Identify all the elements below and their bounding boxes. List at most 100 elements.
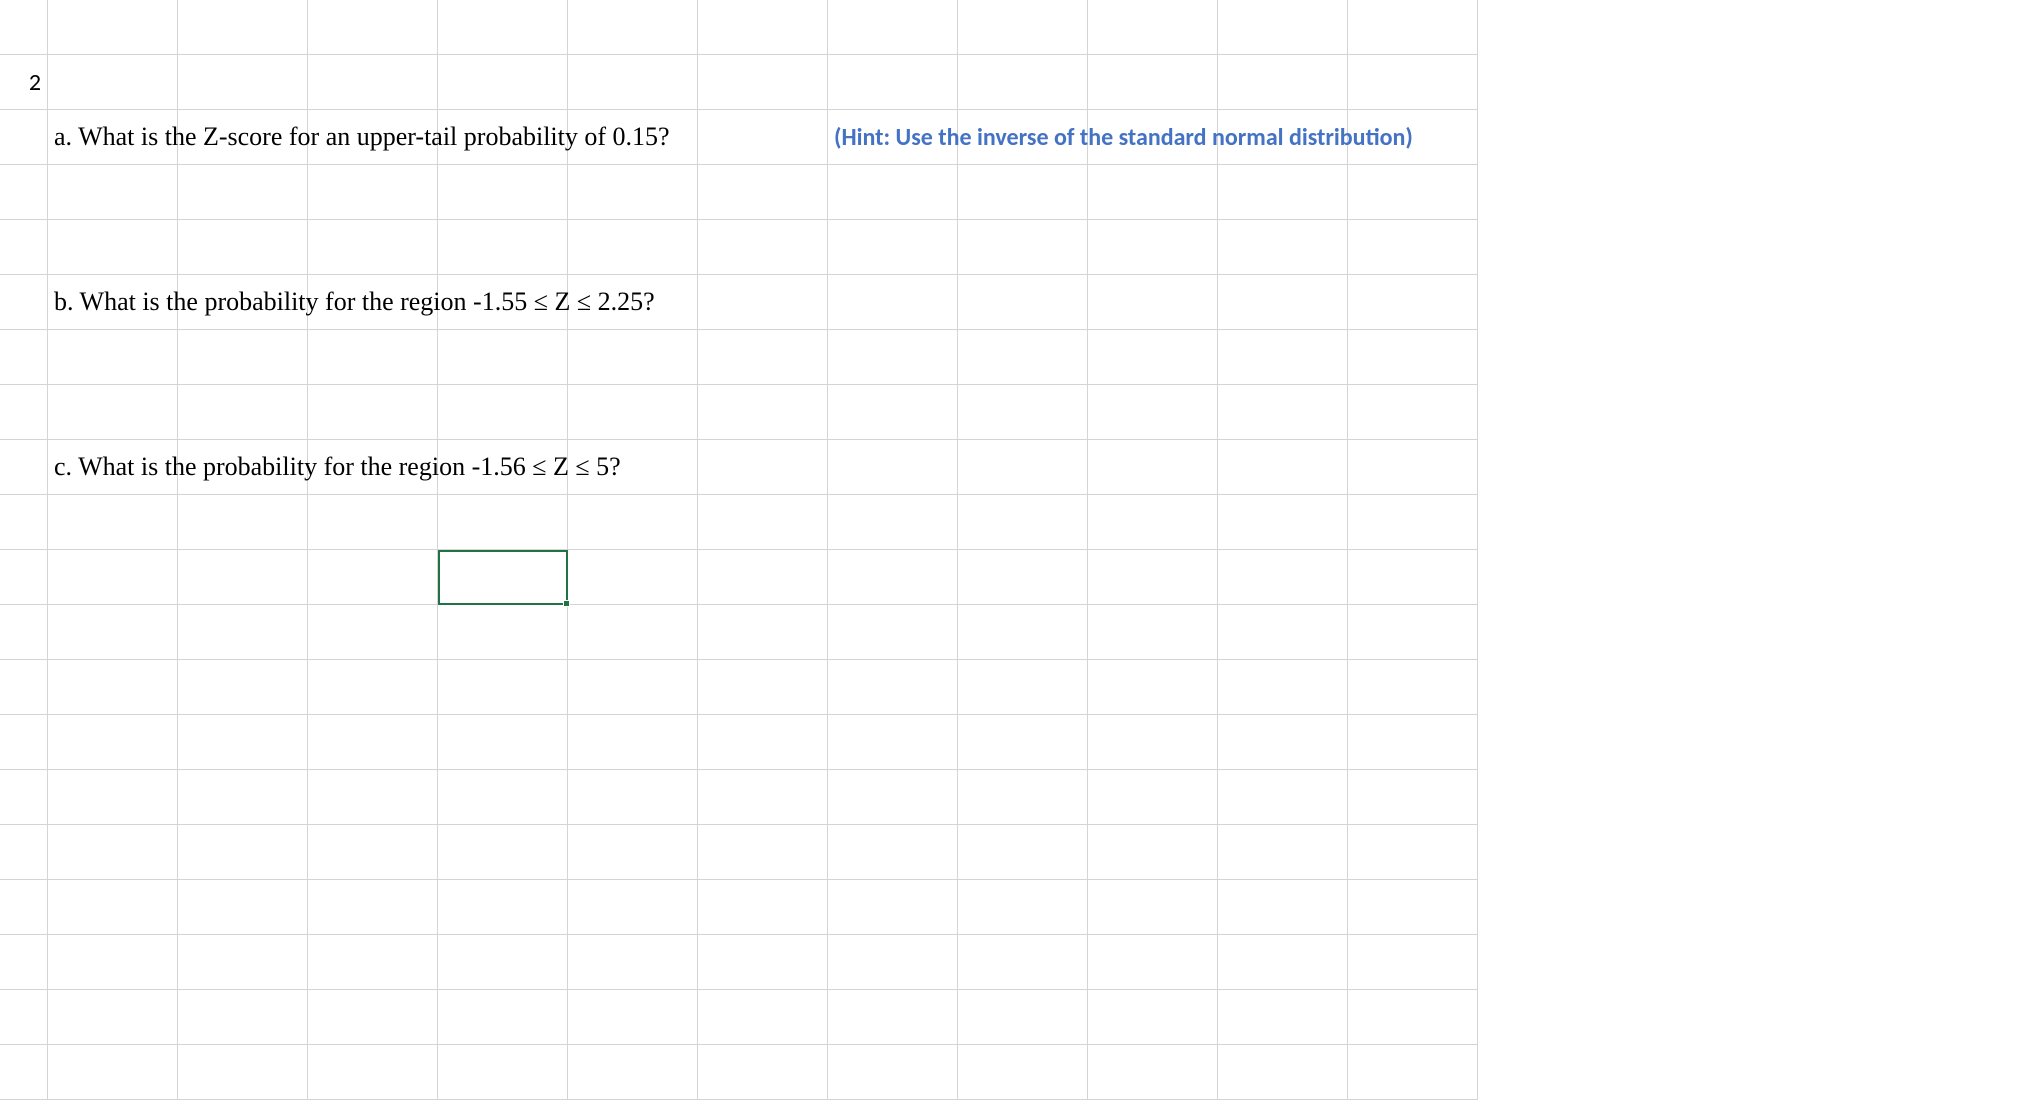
- cell[interactable]: [1218, 605, 1348, 660]
- cell[interactable]: [48, 0, 178, 55]
- hint-a[interactable]: (Hint: Use the inverse of the standard n…: [828, 110, 958, 165]
- cell[interactable]: [698, 550, 828, 605]
- cell[interactable]: [438, 55, 568, 110]
- cell[interactable]: [698, 605, 828, 660]
- cell[interactable]: [568, 825, 698, 880]
- question-b[interactable]: b. What is the probability for the regio…: [48, 275, 178, 330]
- cell[interactable]: [1218, 770, 1348, 825]
- cell[interactable]: [958, 825, 1088, 880]
- cell[interactable]: [0, 110, 48, 165]
- cell[interactable]: [958, 275, 1088, 330]
- cell[interactable]: [958, 330, 1088, 385]
- cell[interactable]: [438, 0, 568, 55]
- cell[interactable]: [0, 275, 48, 330]
- cell[interactable]: [958, 165, 1088, 220]
- cell[interactable]: [0, 660, 48, 715]
- cell[interactable]: [0, 385, 48, 440]
- cell[interactable]: [698, 385, 828, 440]
- cell[interactable]: [828, 935, 958, 990]
- cell[interactable]: [568, 990, 698, 1045]
- cell[interactable]: [308, 990, 438, 1045]
- cell[interactable]: [1218, 385, 1348, 440]
- cell[interactable]: [438, 495, 568, 550]
- cell[interactable]: [1348, 825, 1478, 880]
- cell[interactable]: [0, 605, 48, 660]
- cell[interactable]: [308, 935, 438, 990]
- cell[interactable]: [438, 880, 568, 935]
- cell[interactable]: [438, 770, 568, 825]
- cell[interactable]: [178, 825, 308, 880]
- cell[interactable]: [1088, 440, 1218, 495]
- cell[interactable]: [958, 495, 1088, 550]
- cell[interactable]: [1348, 385, 1478, 440]
- cell[interactable]: [828, 605, 958, 660]
- cell[interactable]: [828, 880, 958, 935]
- cell[interactable]: [0, 0, 48, 55]
- cell[interactable]: [438, 825, 568, 880]
- cell[interactable]: [1088, 330, 1218, 385]
- cell[interactable]: [308, 55, 438, 110]
- question-a[interactable]: a. What is the Z-score for an upper-tail…: [48, 110, 178, 165]
- cell[interactable]: [308, 605, 438, 660]
- cell[interactable]: [0, 1045, 48, 1100]
- cell[interactable]: [568, 495, 698, 550]
- cell[interactable]: [308, 165, 438, 220]
- cell[interactable]: [568, 385, 698, 440]
- cell[interactable]: [1218, 550, 1348, 605]
- cell[interactable]: [438, 1045, 568, 1100]
- cell[interactable]: [1088, 715, 1218, 770]
- cell[interactable]: [698, 715, 828, 770]
- cell[interactable]: [1088, 220, 1218, 275]
- cell[interactable]: [1348, 440, 1478, 495]
- cell[interactable]: [1348, 715, 1478, 770]
- cell[interactable]: [178, 330, 308, 385]
- cell[interactable]: [48, 825, 178, 880]
- cell[interactable]: [1088, 275, 1218, 330]
- cell[interactable]: [1348, 935, 1478, 990]
- cell[interactable]: [828, 330, 958, 385]
- cell[interactable]: [178, 935, 308, 990]
- cell[interactable]: [698, 440, 828, 495]
- cell[interactable]: [828, 990, 958, 1045]
- cell[interactable]: [698, 990, 828, 1045]
- cell[interactable]: [1348, 55, 1478, 110]
- cell[interactable]: [828, 55, 958, 110]
- cell[interactable]: [698, 0, 828, 55]
- cell[interactable]: [698, 55, 828, 110]
- cell[interactable]: [568, 1045, 698, 1100]
- cell[interactable]: [1348, 770, 1478, 825]
- cell[interactable]: [48, 935, 178, 990]
- cell[interactable]: [438, 550, 568, 605]
- cell[interactable]: [1348, 165, 1478, 220]
- cell[interactable]: [438, 605, 568, 660]
- cell[interactable]: [698, 330, 828, 385]
- cell[interactable]: [1088, 605, 1218, 660]
- cell[interactable]: [828, 440, 958, 495]
- cell[interactable]: [1088, 935, 1218, 990]
- cell[interactable]: [568, 935, 698, 990]
- cell[interactable]: [1348, 605, 1478, 660]
- cell[interactable]: [438, 220, 568, 275]
- cell[interactable]: [178, 605, 308, 660]
- cell[interactable]: [178, 220, 308, 275]
- cell[interactable]: [48, 55, 178, 110]
- cell[interactable]: [48, 660, 178, 715]
- cell[interactable]: [308, 220, 438, 275]
- cell[interactable]: [0, 495, 48, 550]
- cell[interactable]: [828, 495, 958, 550]
- cell[interactable]: [438, 935, 568, 990]
- cell[interactable]: [438, 385, 568, 440]
- cell[interactable]: [1088, 55, 1218, 110]
- cell[interactable]: [828, 660, 958, 715]
- cell[interactable]: [178, 660, 308, 715]
- cell[interactable]: [308, 825, 438, 880]
- cell[interactable]: [1218, 220, 1348, 275]
- cell[interactable]: [698, 1045, 828, 1100]
- cell[interactable]: [308, 0, 438, 55]
- cell[interactable]: [568, 880, 698, 935]
- cell[interactable]: [308, 330, 438, 385]
- cell[interactable]: [828, 385, 958, 440]
- cell[interactable]: [0, 770, 48, 825]
- cell[interactable]: [48, 330, 178, 385]
- cell[interactable]: [438, 330, 568, 385]
